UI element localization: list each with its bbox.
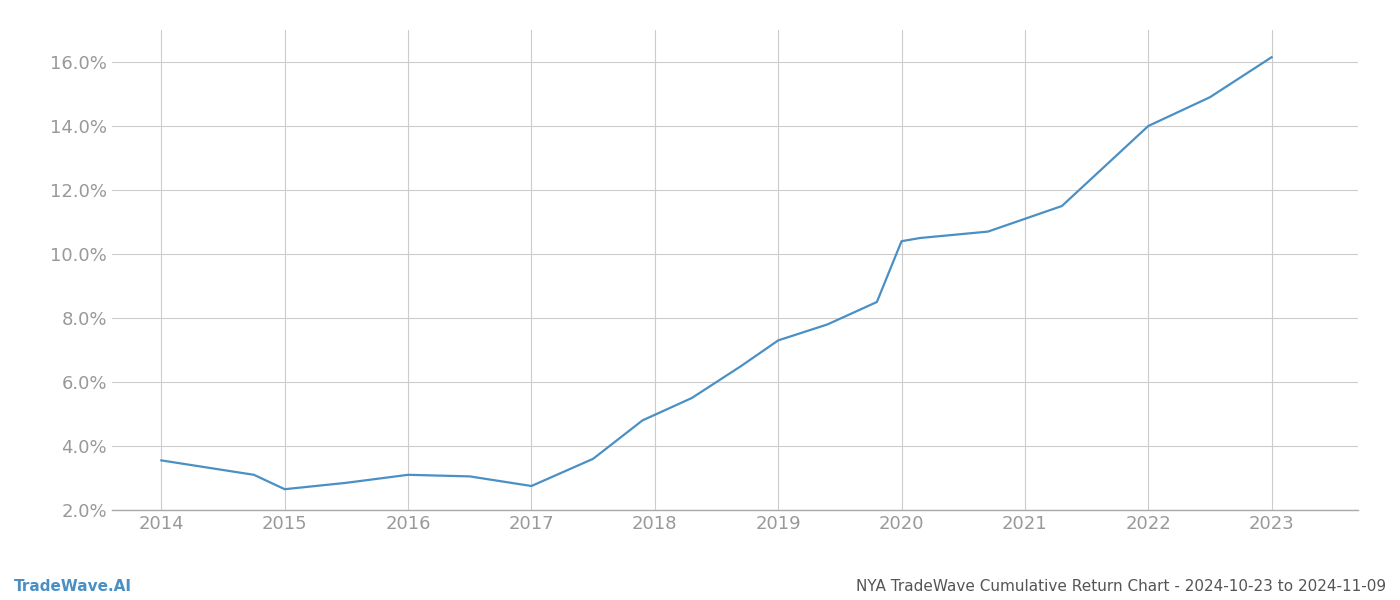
Text: NYA TradeWave Cumulative Return Chart - 2024-10-23 to 2024-11-09: NYA TradeWave Cumulative Return Chart - … [855,579,1386,594]
Text: TradeWave.AI: TradeWave.AI [14,579,132,594]
